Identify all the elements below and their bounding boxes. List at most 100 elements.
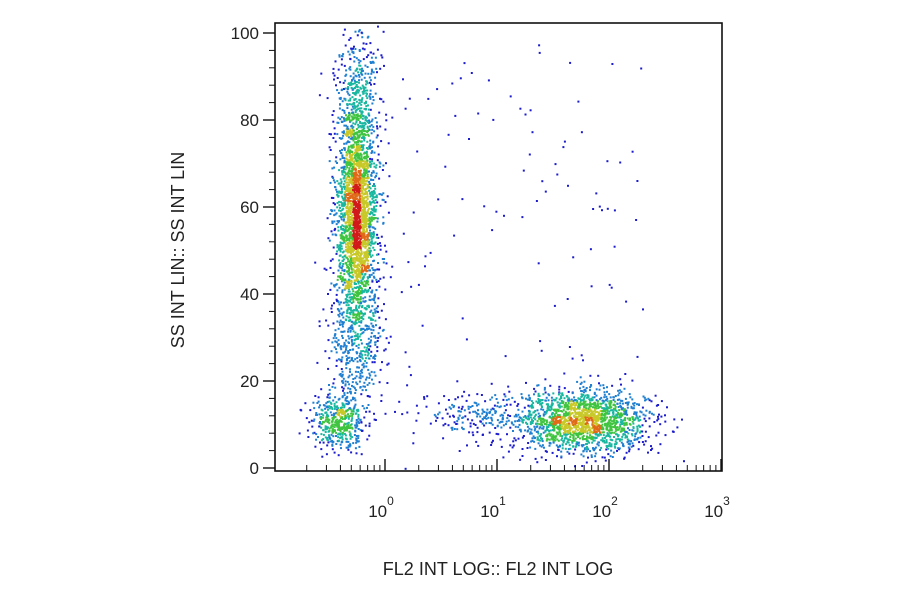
event-dot: [347, 198, 350, 201]
event-dot: [341, 313, 344, 316]
event-dot: [574, 445, 577, 448]
event-dot: [358, 222, 361, 225]
event-dot: [351, 167, 354, 170]
event-dot: [616, 416, 619, 419]
event-dot: [323, 267, 326, 270]
event-dot: [357, 294, 360, 297]
event-dot: [360, 212, 363, 215]
event-dot: [351, 247, 354, 250]
event-dot: [549, 429, 552, 432]
event-dot: [341, 100, 344, 103]
event-dot: [365, 167, 368, 170]
event-dot: [341, 289, 344, 292]
event-dot: [370, 291, 373, 294]
event-dot: [569, 426, 572, 429]
event-dot: [370, 273, 373, 276]
event-dot: [358, 191, 361, 194]
event-dot: [356, 85, 359, 88]
event-dot: [631, 418, 634, 420]
event-dot: [352, 398, 354, 401]
event-dot: [335, 424, 338, 427]
event-dot: [342, 183, 345, 186]
event-dot: [315, 438, 318, 441]
event-dot: [351, 262, 354, 265]
event-dot: [592, 448, 595, 451]
event-dot: [360, 103, 363, 106]
event-dot: [557, 445, 560, 448]
event-dot: [365, 361, 368, 364]
event-dot: [588, 411, 591, 414]
event-dot: [352, 408, 355, 411]
event-dot: [365, 152, 368, 155]
event-dot: [564, 431, 567, 434]
event-dot: [352, 176, 355, 179]
event-dot: [382, 222, 385, 225]
event-dot: [336, 244, 339, 247]
event-dot: [386, 195, 389, 198]
event-dot: [376, 242, 379, 245]
event-dot: [338, 169, 341, 172]
event-dot: [339, 436, 342, 439]
event-dot: [353, 225, 356, 228]
event-dot: [550, 420, 553, 423]
event-dot: [330, 133, 332, 136]
event-dot: [387, 142, 390, 145]
event-dot: [521, 410, 524, 413]
event-dot: [368, 425, 371, 428]
event-dot: [350, 235, 353, 238]
event-dot: [337, 226, 340, 229]
event-dot: [341, 171, 344, 174]
event-dot: [341, 373, 344, 376]
event-dot: [581, 420, 584, 423]
event-dot: [346, 173, 349, 176]
event-dot: [356, 115, 359, 118]
event-dot: [597, 444, 600, 447]
event-dot: [562, 423, 565, 425]
event-dot: [372, 231, 375, 234]
event-dot: [376, 201, 379, 204]
event-dot: [365, 157, 368, 160]
event-dot: [348, 374, 351, 377]
event-dot: [346, 409, 349, 412]
event-dot: [585, 461, 588, 464]
event-dot: [525, 381, 527, 384]
event-dot: [363, 121, 366, 124]
event-dot: [363, 133, 366, 136]
event-dot: [326, 414, 329, 417]
event-dot: [340, 330, 343, 333]
event-dot: [356, 286, 359, 289]
event-dot: [313, 418, 316, 421]
event-dot: [368, 275, 371, 278]
event-dot: [347, 145, 350, 148]
event-dot: [359, 201, 362, 203]
event-dot: [359, 257, 362, 260]
event-dot: [353, 237, 356, 240]
event-dot: [361, 264, 363, 267]
event-dot: [641, 430, 644, 433]
event-dot: [557, 448, 560, 451]
event-dot: [330, 307, 333, 310]
event-dot: [348, 116, 351, 119]
event-dot: [348, 271, 351, 274]
event-dot: [579, 398, 582, 401]
event-dot: [347, 147, 350, 150]
event-dot: [351, 276, 354, 279]
event-dot: [340, 358, 343, 361]
event-dot: [341, 279, 344, 282]
event-dot: [586, 421, 589, 424]
event-dot: [341, 88, 344, 91]
event-dot: [541, 402, 544, 404]
event-dot: [339, 420, 341, 423]
event-dot: [338, 247, 340, 250]
event-dot: [347, 217, 350, 220]
event-dot: [391, 116, 394, 119]
event-dot: [356, 212, 359, 215]
event-dot: [359, 329, 362, 332]
event-dot: [354, 158, 357, 161]
event-dot: [613, 431, 616, 434]
event-dot: [353, 236, 356, 239]
event-dot: [358, 324, 361, 327]
event-dot: [358, 68, 361, 71]
event-dot: [368, 170, 370, 173]
event-dot: [562, 441, 565, 444]
